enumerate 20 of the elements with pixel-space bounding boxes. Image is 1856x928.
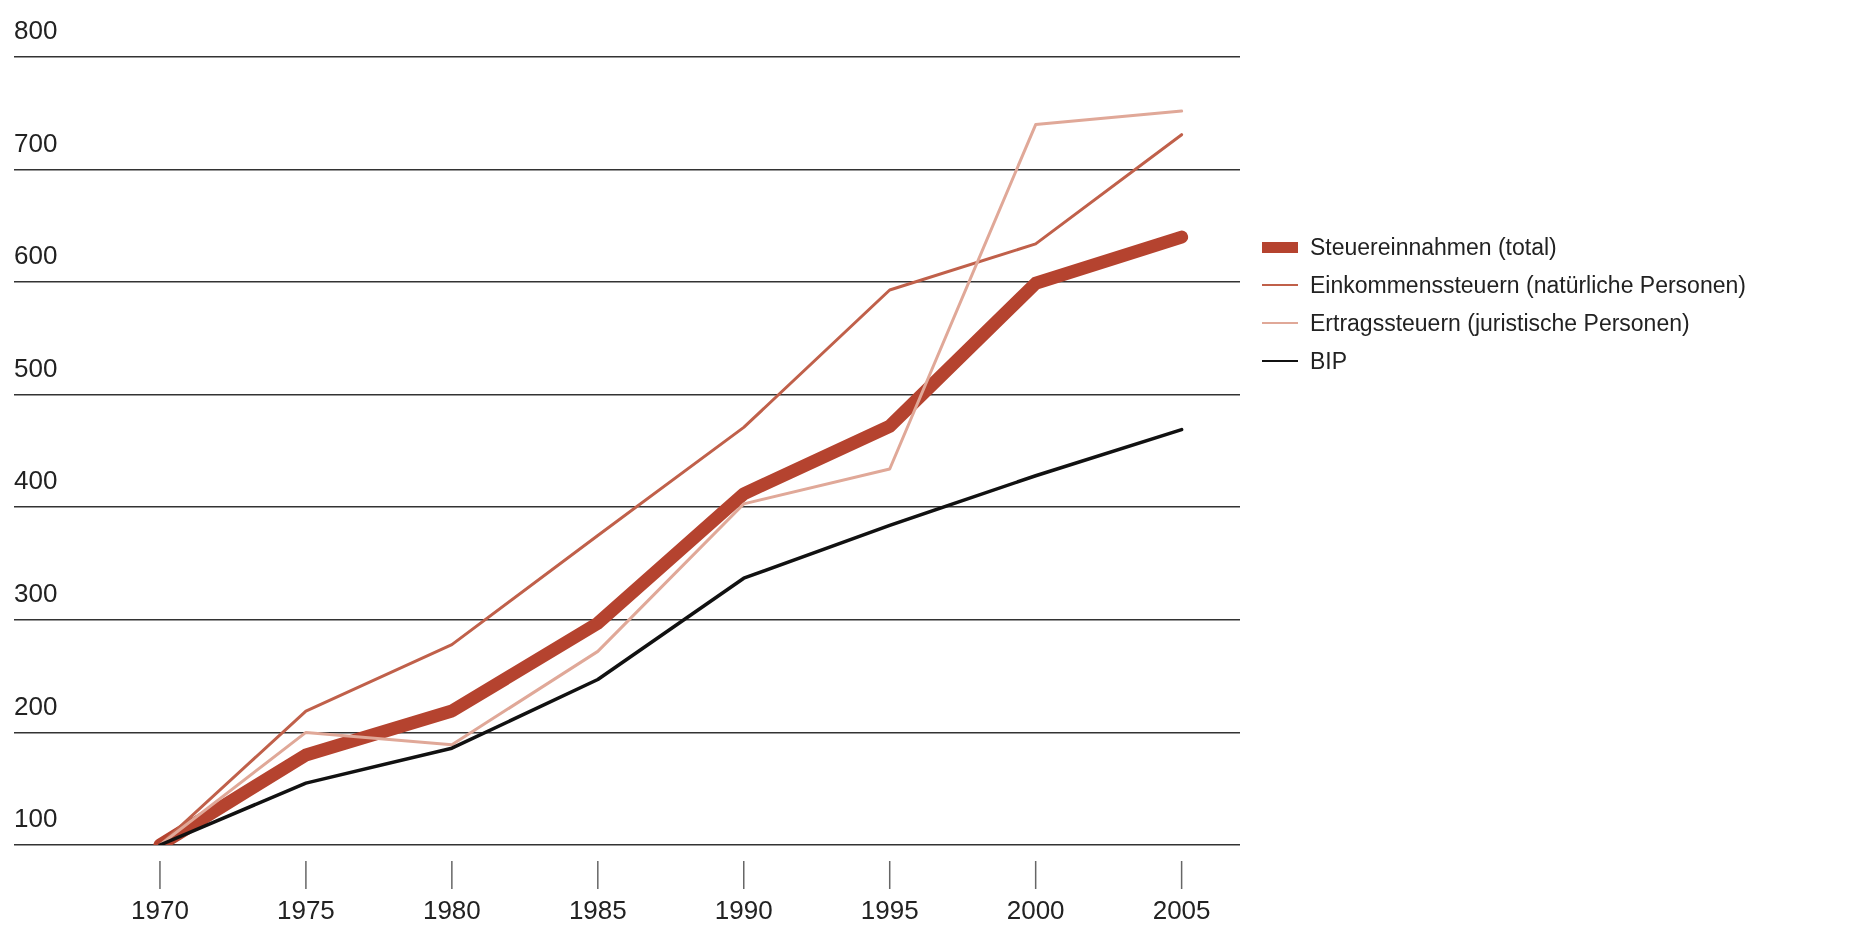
legend-label: Einkommenssteuern (natürliche Personen) bbox=[1310, 271, 1746, 299]
y-tick-label: 200 bbox=[14, 690, 58, 721]
y-tick-label: 500 bbox=[14, 352, 58, 383]
y-tick-label: 800 bbox=[14, 15, 58, 46]
x-tick-label: 1975 bbox=[276, 895, 335, 926]
legend-label: Ertragssteuern (juristische Personen) bbox=[1310, 309, 1690, 337]
y-tick-label: 100 bbox=[14, 803, 58, 834]
x-tick-label: 1995 bbox=[860, 895, 919, 926]
y-tick-label: 300 bbox=[14, 578, 58, 609]
y-tick-label: 700 bbox=[14, 127, 58, 158]
legend-label: BIP bbox=[1310, 347, 1348, 375]
x-tick-label: 2005 bbox=[1152, 895, 1211, 926]
x-tick-label: 1970 bbox=[131, 895, 189, 926]
x-tick-label: 1985 bbox=[568, 895, 627, 926]
y-tick-label: 400 bbox=[14, 465, 58, 496]
x-tick-label: 1990 bbox=[714, 895, 773, 926]
y-tick-label: 600 bbox=[14, 240, 58, 271]
legend-label: Steuereinnahmen (total) bbox=[1310, 233, 1557, 261]
x-tick-label: 2000 bbox=[1006, 895, 1065, 926]
x-tick-label: 1980 bbox=[422, 895, 481, 926]
